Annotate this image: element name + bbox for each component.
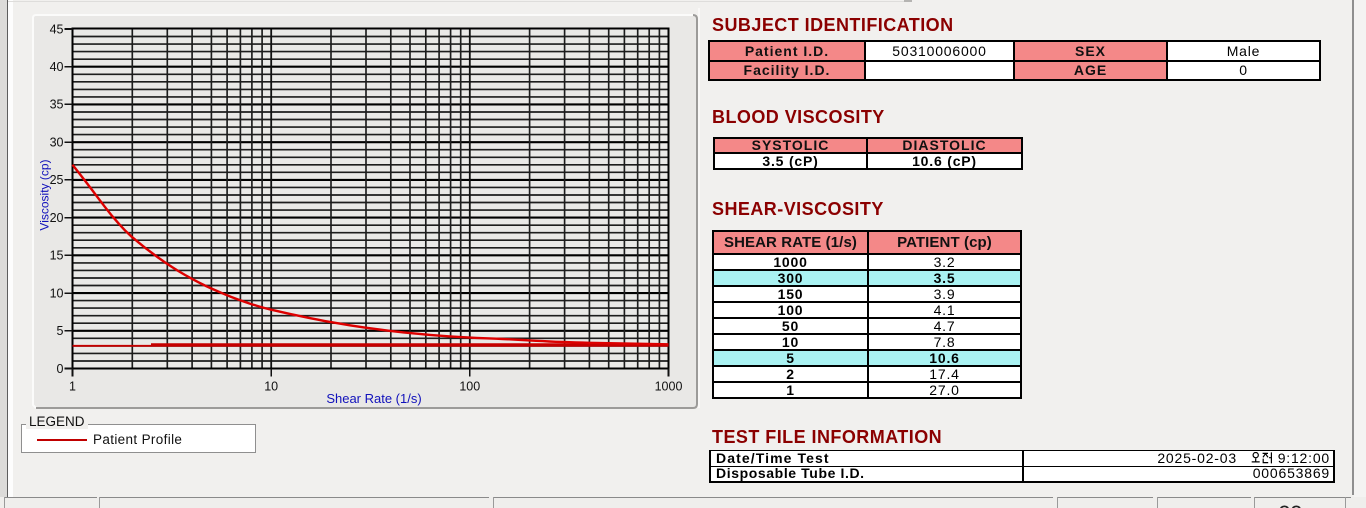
svg-text:30: 30 <box>50 136 64 150</box>
svg-text:Shear Rate (1/s): Shear Rate (1/s) <box>326 391 421 406</box>
svg-text:Viscosity (cp): Viscosity (cp) <box>38 159 52 230</box>
svg-text:100: 100 <box>459 380 480 394</box>
svg-text:5: 5 <box>57 324 64 338</box>
svg-text:0: 0 <box>57 362 64 376</box>
svg-text:10: 10 <box>50 286 64 300</box>
svg-text:1000: 1000 <box>655 380 683 394</box>
svg-text:1: 1 <box>69 380 76 394</box>
svg-text:35: 35 <box>50 98 64 112</box>
svg-text:25: 25 <box>50 173 64 187</box>
svg-text:20: 20 <box>50 211 64 225</box>
svg-text:10: 10 <box>264 380 278 394</box>
svg-text:45: 45 <box>50 22 64 36</box>
svg-text:40: 40 <box>50 60 64 74</box>
svg-text:15: 15 <box>50 249 64 263</box>
